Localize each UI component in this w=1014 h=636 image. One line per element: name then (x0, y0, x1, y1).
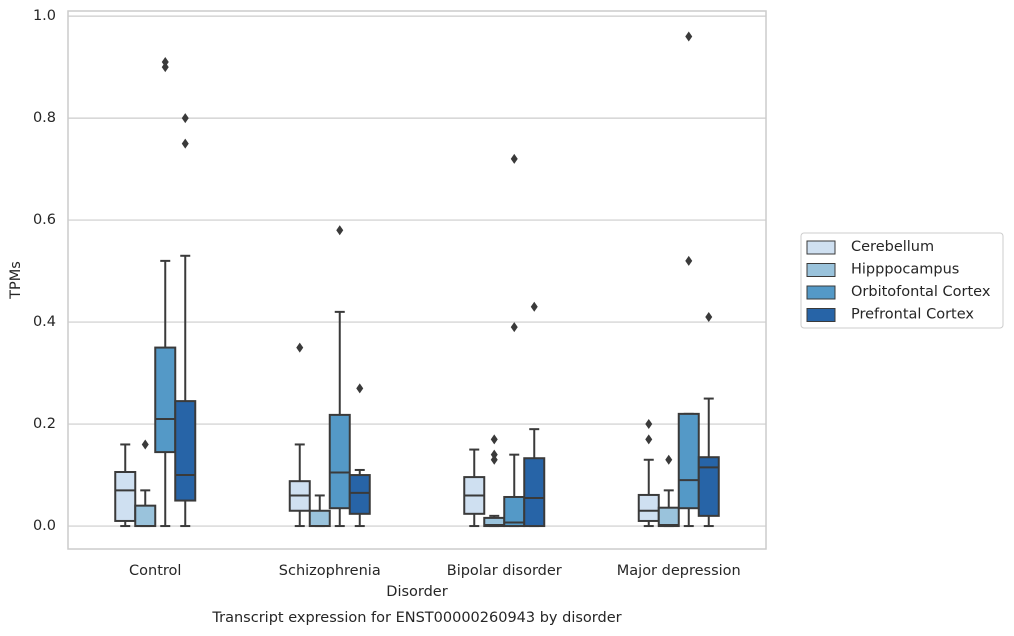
outlier (490, 454, 498, 465)
x-tick-label: Major depression (617, 563, 741, 579)
outlier (490, 449, 498, 460)
outlier (645, 419, 653, 430)
box (154, 346, 177, 454)
x-tick-label: Control (129, 563, 181, 579)
x-tick-label: Bipolar disorder (447, 563, 562, 579)
box (134, 504, 157, 528)
outlier (141, 439, 149, 450)
y-tick-label: 0.6 (33, 212, 56, 228)
outlier (356, 383, 364, 394)
legend-label: Cerebellum (851, 239, 934, 255)
legend-label: Hipppocampus (851, 262, 959, 278)
legend-swatch (806, 240, 836, 255)
outlier (530, 301, 538, 312)
legend-label: Orbitofontal Cortex (851, 284, 991, 300)
outlier (645, 434, 653, 445)
x-axis-label: Disorder (386, 584, 447, 600)
legend-label: Prefrontal Cortex (851, 307, 974, 323)
outlier (296, 342, 304, 353)
outlier (181, 138, 189, 149)
legend-frame (800, 232, 1004, 329)
box (677, 412, 700, 510)
y-tick-label: 0.4 (33, 314, 56, 330)
y-axis-label: TPMs (8, 261, 24, 300)
outlier (685, 31, 693, 42)
box (348, 474, 371, 515)
y-tick-label: 0.8 (33, 110, 56, 126)
outlier (510, 322, 518, 333)
box (637, 493, 660, 522)
plot-frame (67, 10, 767, 550)
legend-swatch (806, 285, 836, 300)
outlier (336, 225, 344, 236)
outlier (161, 62, 169, 73)
box (308, 509, 331, 528)
box (657, 506, 680, 528)
caption: Transcript expression for ENST0000026094… (211, 610, 621, 626)
outlier (490, 434, 498, 445)
outlier (685, 255, 693, 266)
y-tick-label: 1.0 (33, 8, 56, 24)
outlier (161, 56, 169, 67)
y-tick-label: 0.0 (33, 518, 56, 534)
x-tick-label: Schizophrenia (279, 563, 381, 579)
legend-swatch (806, 308, 836, 322)
box (114, 470, 137, 522)
outlier (705, 311, 713, 322)
box (523, 457, 546, 528)
box (174, 400, 197, 502)
outlier (665, 454, 673, 465)
box (328, 413, 351, 510)
outlier (181, 113, 189, 124)
outlier (510, 153, 518, 164)
y-tick-label: 0.2 (33, 416, 56, 432)
legend-swatch (806, 263, 836, 277)
box (697, 456, 720, 517)
